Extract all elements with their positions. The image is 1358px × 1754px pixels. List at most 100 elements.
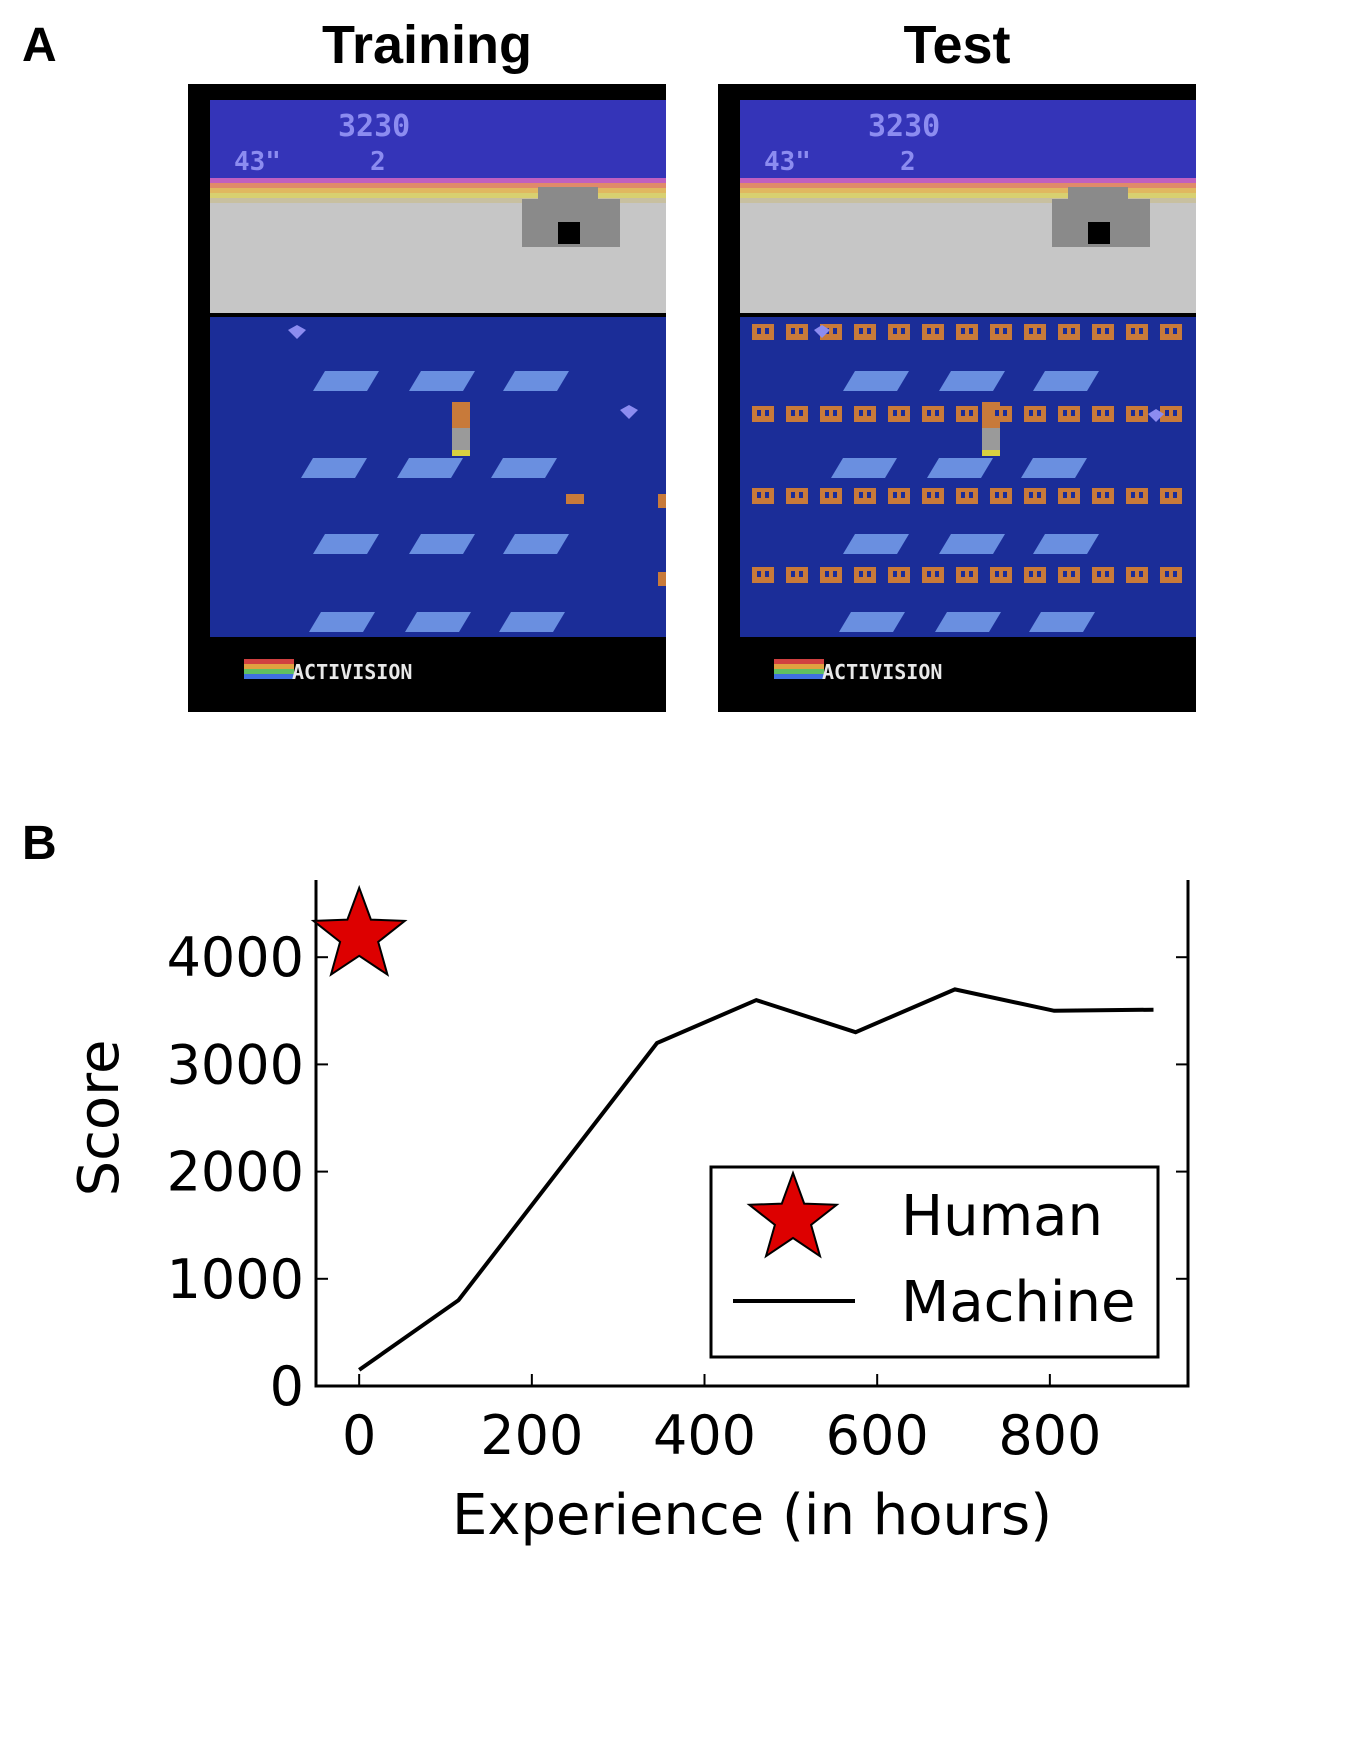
enemy-eye [757,492,761,498]
enemy-eye [961,492,965,498]
enemy-eye [757,410,761,416]
horizon-stripe [210,198,666,203]
enemy-crab [752,567,774,583]
enemy-eye [765,328,769,334]
ice-floe [503,371,569,391]
enemy-eye [1037,328,1041,334]
activision-logo: ACTIVISION [822,660,942,684]
enemy-eye [1131,328,1135,334]
player-body [982,428,1000,450]
enemy-eye [799,328,803,334]
enemy-eye [867,328,871,334]
player-body [452,428,470,450]
igloo-top [1068,187,1128,199]
enemy-eye [927,328,931,334]
enemy-eye [969,571,973,577]
enemy-crab [1092,567,1114,583]
enemy-eye [765,571,769,577]
enemy-eye [1063,571,1067,577]
enemy-crab [990,406,1012,422]
enemy-crab [1160,567,1182,583]
panel-b-label: B [22,817,57,870]
enemy-eye [1131,492,1135,498]
human-star-point [310,884,408,977]
ice-floe [313,534,379,554]
training-game-screen: 3230 43" 2 ACTIVISION [188,84,666,712]
enemy-eye [1105,492,1109,498]
enemy-eye [1071,571,1075,577]
enemy-crab [990,567,1012,583]
bird-icon [288,325,306,339]
enemy-eye [901,328,905,334]
logo-stripe [774,669,824,674]
enemy-eye [825,410,829,416]
y-tick-label: 2000 [167,1141,304,1204]
logo-stripe [244,659,294,664]
enemy-crab [956,567,978,583]
enemy-crab [786,406,808,422]
enemy-eye [1173,410,1177,416]
enemy-eye [1071,410,1075,416]
enemy-eye [1097,328,1101,334]
enemy-eye [1097,492,1101,498]
enemy-eye [833,492,837,498]
enemy-crab [888,324,910,340]
enemy-eye [1003,410,1007,416]
enemy-crab [1092,488,1114,504]
activision-logo: ACTIVISION [292,660,412,684]
timer-readout: 43" [764,147,811,177]
logo-stripe [244,674,294,679]
enemy-eye [867,571,871,577]
enemy-eye [1029,328,1033,334]
enemy-eye [995,571,999,577]
player-head [452,402,470,428]
legend-label: Machine [901,1270,1135,1335]
enemy-eye [1139,410,1143,416]
enemy-eye [765,410,769,416]
enemy-crab [1126,406,1148,422]
enemy-eye [893,571,897,577]
enemy-crab [854,406,876,422]
enemy-crab [1024,567,1046,583]
ice-floe [313,371,379,391]
y-tick-label: 3000 [167,1033,304,1096]
enemy-crab [922,324,944,340]
ice-floe [503,534,569,554]
enemy-eye [901,410,905,416]
enemy-eye [1063,328,1067,334]
ice-floe [491,458,557,478]
machine-line [358,987,1154,1372]
enemy-eye [791,492,795,498]
enemy-crab [854,567,876,583]
enemy-crab [854,488,876,504]
horizon-stripe [740,188,1196,193]
enemy-crab [990,488,1012,504]
enemy-eye [969,328,973,334]
enemy-eye [893,492,897,498]
ice-floe [935,612,1001,632]
enemy-crab [786,488,808,504]
enemy-crab [786,324,808,340]
logo-stripe [244,664,294,669]
igloo-door [558,222,580,244]
enemy-eye [1037,492,1041,498]
x-tick-label: 0 [342,1404,376,1467]
enemy-crab [888,488,910,504]
shoreline [740,313,1196,317]
enemy-eye [1097,410,1101,416]
enemy-eye [1131,571,1135,577]
enemy-crab [1024,406,1046,422]
enemy-eye [935,410,939,416]
enemy-eye [935,492,939,498]
enemy-eye [927,571,931,577]
enemy-eye [893,328,897,334]
enemy-crab [1024,488,1046,504]
igloo-door [1088,222,1110,244]
enemy-crab [1126,488,1148,504]
y-tick-label: 1000 [167,1248,304,1311]
enemy-eye [791,410,795,416]
enemy-crab [786,567,808,583]
horizon-stripe [210,183,666,188]
enemy-crab [820,488,842,504]
enemy-eye [859,571,863,577]
